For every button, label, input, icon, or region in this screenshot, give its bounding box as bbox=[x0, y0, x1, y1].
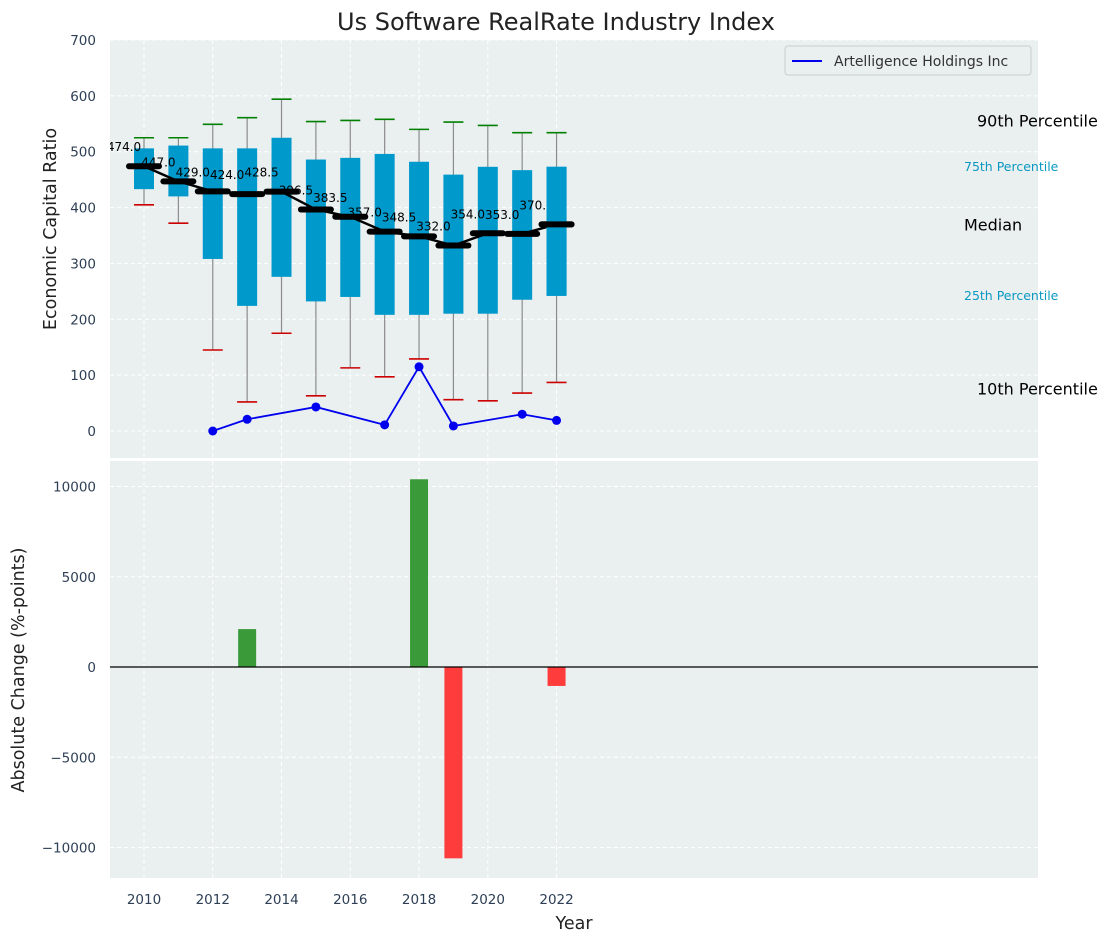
positive-change-bar bbox=[238, 629, 257, 667]
iqr-box bbox=[477, 166, 498, 314]
change-bar-y-ticks: −10000 −5000 0 5000 10000 bbox=[42, 480, 96, 857]
median-value-label: 354.0 bbox=[451, 207, 485, 221]
label-75th-percentile: 75th Percentile bbox=[964, 159, 1059, 174]
company-series-point bbox=[552, 415, 562, 425]
median-value-label: 357.0 bbox=[347, 206, 381, 220]
x-tick-label: 2018 bbox=[402, 892, 436, 908]
y-tick-label: 700 bbox=[70, 33, 96, 49]
change-bar-background bbox=[110, 461, 1038, 878]
legend-entry-company: Artelligence Holdings Inc bbox=[834, 54, 1008, 70]
y-tick-label: 400 bbox=[70, 201, 96, 217]
x-axis-title: Year bbox=[554, 914, 593, 934]
median-value-label: 383.5 bbox=[313, 191, 347, 205]
bottom-y-axis-title: Absolute Change (%-points) bbox=[9, 548, 29, 793]
legend: Artelligence Holdings Inc bbox=[784, 45, 1032, 76]
y-tick-label: −10000 bbox=[42, 841, 96, 857]
negative-change-bar bbox=[547, 667, 566, 686]
company-series-point bbox=[414, 362, 424, 372]
change-bar-marks bbox=[110, 479, 1038, 859]
iqr-box bbox=[202, 148, 223, 259]
legend-box bbox=[784, 45, 1032, 76]
x-tick-label: 2014 bbox=[264, 892, 298, 908]
y-tick-label: 500 bbox=[70, 145, 96, 161]
box-plot-background bbox=[110, 40, 1038, 458]
percentile-labels: 90th Percentile 75th Percentile Median 25th… bbox=[538, 112, 1098, 398]
positive-change-bar bbox=[410, 479, 429, 667]
negative-change-bar bbox=[444, 667, 463, 859]
x-tick-label: 2020 bbox=[471, 892, 505, 908]
y-tick-label: −5000 bbox=[50, 750, 96, 766]
label-10th-percentile: 10th Percentile bbox=[977, 379, 1098, 398]
company-series-point bbox=[380, 420, 390, 430]
iqr-box bbox=[305, 159, 326, 302]
median-value-label: 396.5 bbox=[279, 184, 313, 198]
box-plot-grid bbox=[110, 39, 1038, 458]
x-tick-label: 2022 bbox=[539, 892, 573, 908]
company-series-point bbox=[448, 421, 458, 431]
y-tick-label: 0 bbox=[87, 424, 96, 440]
y-tick-label: 0 bbox=[87, 660, 96, 676]
median-value-label: 474.0 bbox=[107, 140, 141, 154]
median-value-label: 370.0 bbox=[519, 198, 553, 212]
y-tick-label: 5000 bbox=[62, 570, 96, 586]
median-value-label: 428.5 bbox=[244, 166, 278, 180]
median-value-label: 429.0 bbox=[176, 165, 210, 179]
median-value-label: 332.0 bbox=[416, 220, 450, 234]
y-tick-label: 100 bbox=[70, 368, 96, 384]
chart-title: Us Software RealRate Industry Index bbox=[337, 8, 775, 36]
y-tick-label: 300 bbox=[70, 256, 96, 272]
y-tick-label: 200 bbox=[70, 312, 96, 328]
company-series-line bbox=[212, 364, 557, 432]
y-tick-label: 10000 bbox=[53, 480, 96, 496]
median-value-label: 447.0 bbox=[141, 155, 175, 169]
box-plot-y-ticks: 0 100 200 300 400 500 600 700 bbox=[70, 33, 96, 440]
median-value-label: 353.0 bbox=[485, 208, 519, 222]
company-series-point bbox=[242, 414, 252, 424]
label-90th-percentile: 90th Percentile bbox=[977, 112, 1098, 131]
median-value-label: 348.5 bbox=[382, 210, 416, 224]
iqr-box bbox=[340, 157, 361, 297]
company-series-point bbox=[517, 409, 527, 419]
x-tick-label: 2016 bbox=[333, 892, 367, 908]
label-median: Median bbox=[964, 215, 1022, 234]
label-25th-percentile: 25th Percentile bbox=[964, 288, 1059, 303]
iqr-box-overlay bbox=[546, 166, 567, 296]
y-tick-label: 600 bbox=[70, 89, 96, 105]
company-series-point bbox=[311, 402, 321, 412]
median-value-label: 424.0 bbox=[210, 168, 244, 182]
x-axis-ticks: 2010 2012 2014 2016 2018 2020 2022 bbox=[127, 892, 574, 908]
iqr-box bbox=[237, 148, 258, 306]
x-tick-label: 2012 bbox=[196, 892, 230, 908]
company-series-point bbox=[208, 426, 218, 436]
iqr-box bbox=[271, 137, 292, 277]
x-tick-label: 2010 bbox=[127, 892, 161, 908]
top-y-axis-title: Economic Capital Ratio bbox=[41, 128, 61, 330]
